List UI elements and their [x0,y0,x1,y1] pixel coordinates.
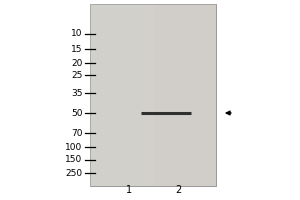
Bar [90,4,154,186]
Text: 25: 25 [71,71,82,79]
Text: 2: 2 [176,185,182,195]
Text: 50: 50 [71,108,82,117]
Text: 100: 100 [65,142,83,152]
Text: 1: 1 [126,185,132,195]
Text: 70: 70 [71,129,82,138]
Bar [90,4,216,186]
Text: 150: 150 [65,156,83,164]
Text: 10: 10 [71,29,82,38]
Text: 35: 35 [71,88,82,98]
Text: 20: 20 [71,58,82,68]
Bar [154,4,216,186]
Text: 15: 15 [71,45,82,53]
Text: 250: 250 [65,168,83,178]
